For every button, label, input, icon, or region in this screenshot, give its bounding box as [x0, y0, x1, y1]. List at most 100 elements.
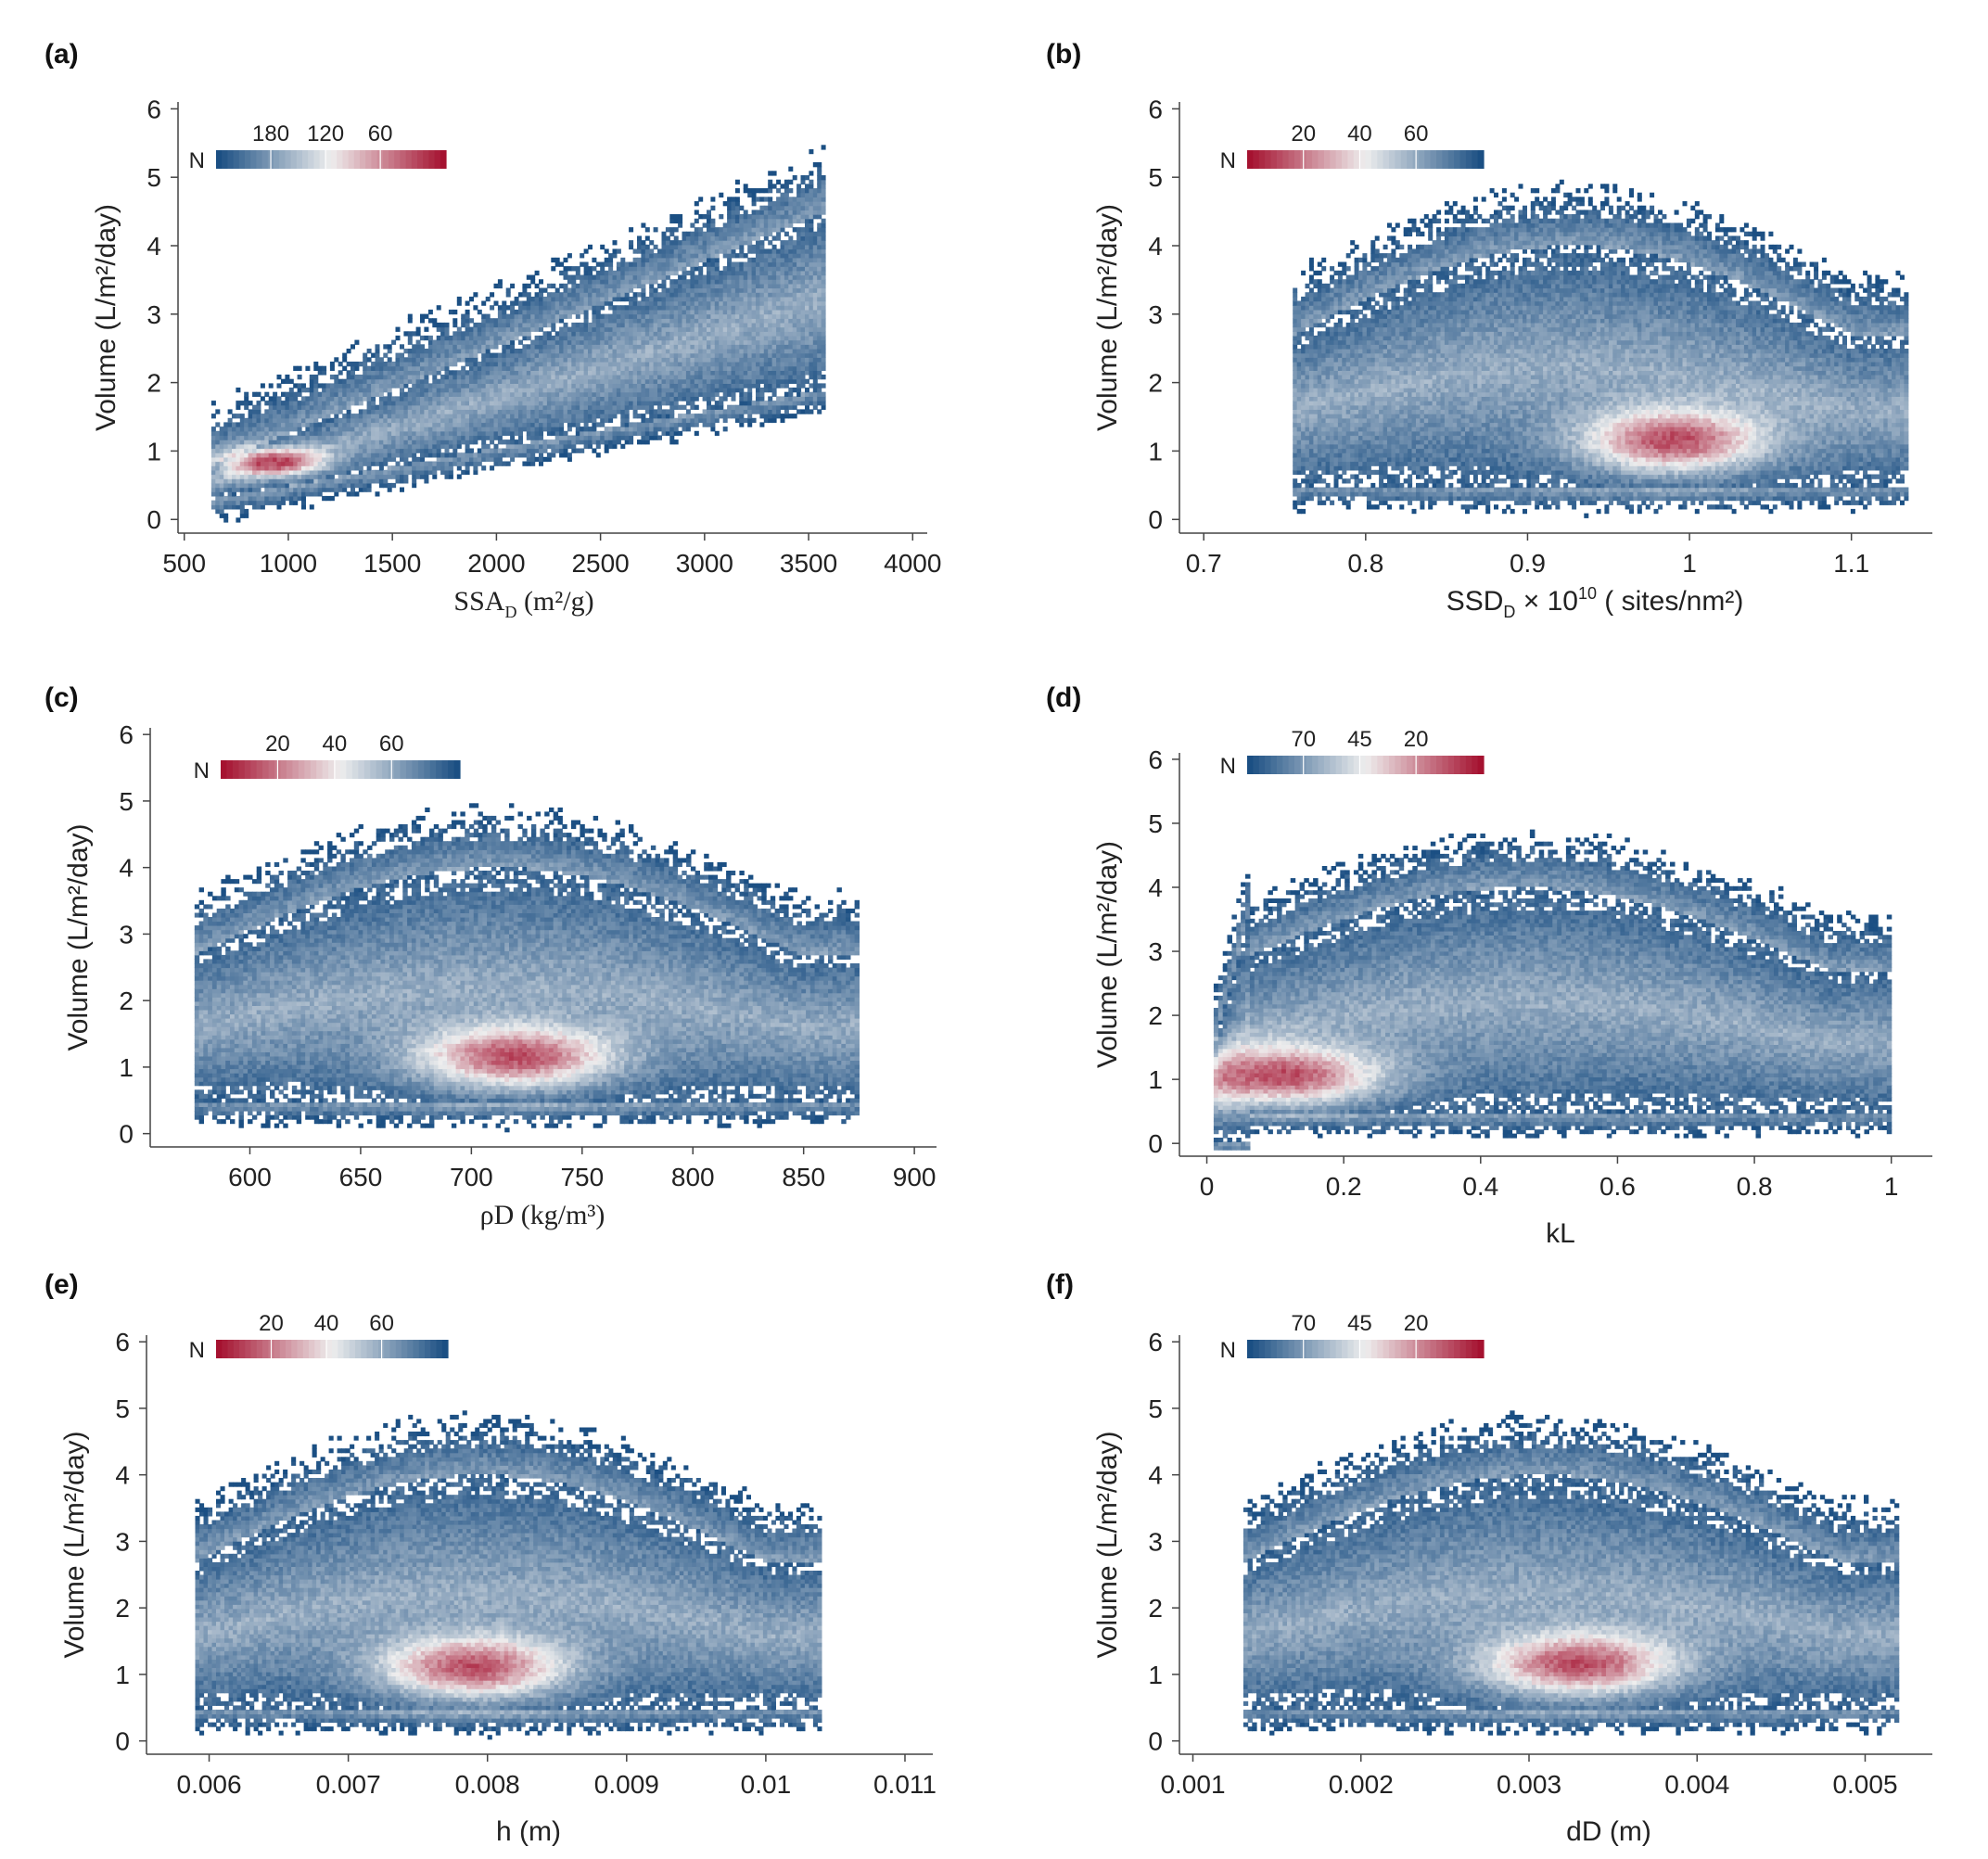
heatmap-cell: [261, 383, 265, 388]
heatmap-cell: [293, 405, 298, 410]
heatmap-cell: [211, 462, 216, 466]
heatmap-cell: [257, 478, 261, 483]
heatmap-cell: [322, 409, 326, 414]
heatmap-cell: [252, 422, 257, 427]
heatmap-cell: [215, 444, 220, 449]
heatmap-cell: [298, 470, 302, 475]
heatmap-cell: [252, 478, 257, 483]
heatmap-cell: [223, 478, 228, 483]
heatmap-cell: [240, 401, 245, 405]
heatmap-cell: [232, 488, 236, 492]
heatmap-cell: [313, 375, 318, 379]
heatmap-cell: [298, 491, 302, 496]
heatmap-cell: [264, 488, 269, 492]
heatmap-cell: [298, 496, 302, 501]
heatmap-cell: [211, 449, 216, 453]
heatmap-cell: [223, 422, 228, 427]
heatmap-cell: [248, 431, 253, 436]
heatmap-cell: [261, 470, 265, 475]
heatmap-cell: [293, 449, 298, 453]
heatmap-cell: [298, 452, 302, 457]
heatmap-cell: [236, 388, 240, 392]
heatmap-cell: [236, 475, 240, 479]
heatmap-cell: [244, 427, 248, 431]
heatmap-cell: [293, 383, 298, 388]
heatmap-cell: [298, 388, 302, 392]
heatmap-cell: [293, 401, 298, 405]
heatmap-cell: [215, 449, 220, 453]
heatmap-cell: [236, 478, 240, 483]
heatmap-cell: [257, 436, 261, 440]
heatmap-cell: [277, 449, 282, 453]
heatmap-cell: [318, 470, 323, 475]
heatmap-cell: [277, 496, 282, 501]
heatmap-cell: [281, 418, 286, 423]
heatmap-cell: [264, 418, 269, 423]
heatmap-cell: [248, 488, 253, 492]
heatmap-cell: [313, 383, 318, 388]
heatmap-cell: [211, 478, 216, 483]
heatmap-cell: [248, 475, 253, 479]
heatmap-cell: [301, 401, 306, 405]
heatmap-cell: [264, 439, 269, 444]
heatmap-cell: [252, 462, 257, 466]
heatmap-cell: [232, 457, 236, 462]
heatmap-cell: [277, 405, 282, 410]
heatmap-cell: [252, 470, 257, 475]
heatmap-cell: [244, 444, 248, 449]
heatmap-cell: [281, 478, 286, 483]
heatmap-cell: [322, 452, 326, 457]
heatmap-cell: [215, 409, 220, 414]
heatmap-cell: [232, 504, 236, 509]
heatmap-cell: [261, 457, 265, 462]
heatmap-cell: [223, 517, 228, 522]
heatmap-cell: [298, 427, 302, 431]
heatmap-cell: [322, 475, 326, 479]
heatmap-cell: [322, 405, 326, 410]
heatmap-cell: [232, 439, 236, 444]
heatmap-cell: [277, 504, 282, 509]
heatmap-cell: [301, 483, 306, 488]
heatmap-cell: [310, 478, 314, 483]
heatmap-cell: [285, 392, 289, 397]
heatmap-cell: [232, 462, 236, 466]
heatmap-cell: [293, 444, 298, 449]
heatmap-cell: [220, 501, 224, 505]
heatmap-cell: [240, 504, 245, 509]
heatmap-cell: [215, 488, 220, 492]
heatmap-cell: [264, 475, 269, 479]
heatmap-cell: [289, 496, 294, 501]
heatmap-cell: [322, 436, 326, 440]
heatmap-cell: [240, 483, 245, 488]
heatmap-cell: [240, 436, 245, 440]
heatmap-cell: [211, 457, 216, 462]
heatmap-cell: [269, 439, 274, 444]
heatmap-cell: [313, 444, 318, 449]
heatmap-cell: [313, 422, 318, 427]
heatmap-cell: [269, 405, 274, 410]
heatmap-cell: [264, 483, 269, 488]
heatmap-cell: [281, 496, 286, 501]
heatmap-cell: [223, 436, 228, 440]
heatmap-cell: [310, 491, 314, 496]
heatmap-cell: [220, 509, 224, 514]
heatmap-cell: [277, 396, 282, 401]
heatmap-cell: [244, 488, 248, 492]
heatmap-cell: [289, 422, 294, 427]
heatmap-cell: [240, 462, 245, 466]
heatmap-cell: [240, 514, 245, 518]
heatmap-cell: [293, 462, 298, 466]
heatmap-cell: [281, 501, 286, 505]
heatmap-cell: [240, 431, 245, 436]
heatmap-cell: [289, 478, 294, 483]
heatmap-cell: [248, 465, 253, 470]
heatmap-cell: [211, 452, 216, 457]
heatmap-cell: [240, 465, 245, 470]
heatmap-cell: [269, 436, 274, 440]
heatmap-cell: [215, 509, 220, 514]
heatmap-cell: [313, 452, 318, 457]
heatmap-cell: [244, 470, 248, 475]
heatmap-cell: [305, 414, 310, 418]
heatmap-cell: [277, 483, 282, 488]
heatmap-cell: [318, 491, 323, 496]
